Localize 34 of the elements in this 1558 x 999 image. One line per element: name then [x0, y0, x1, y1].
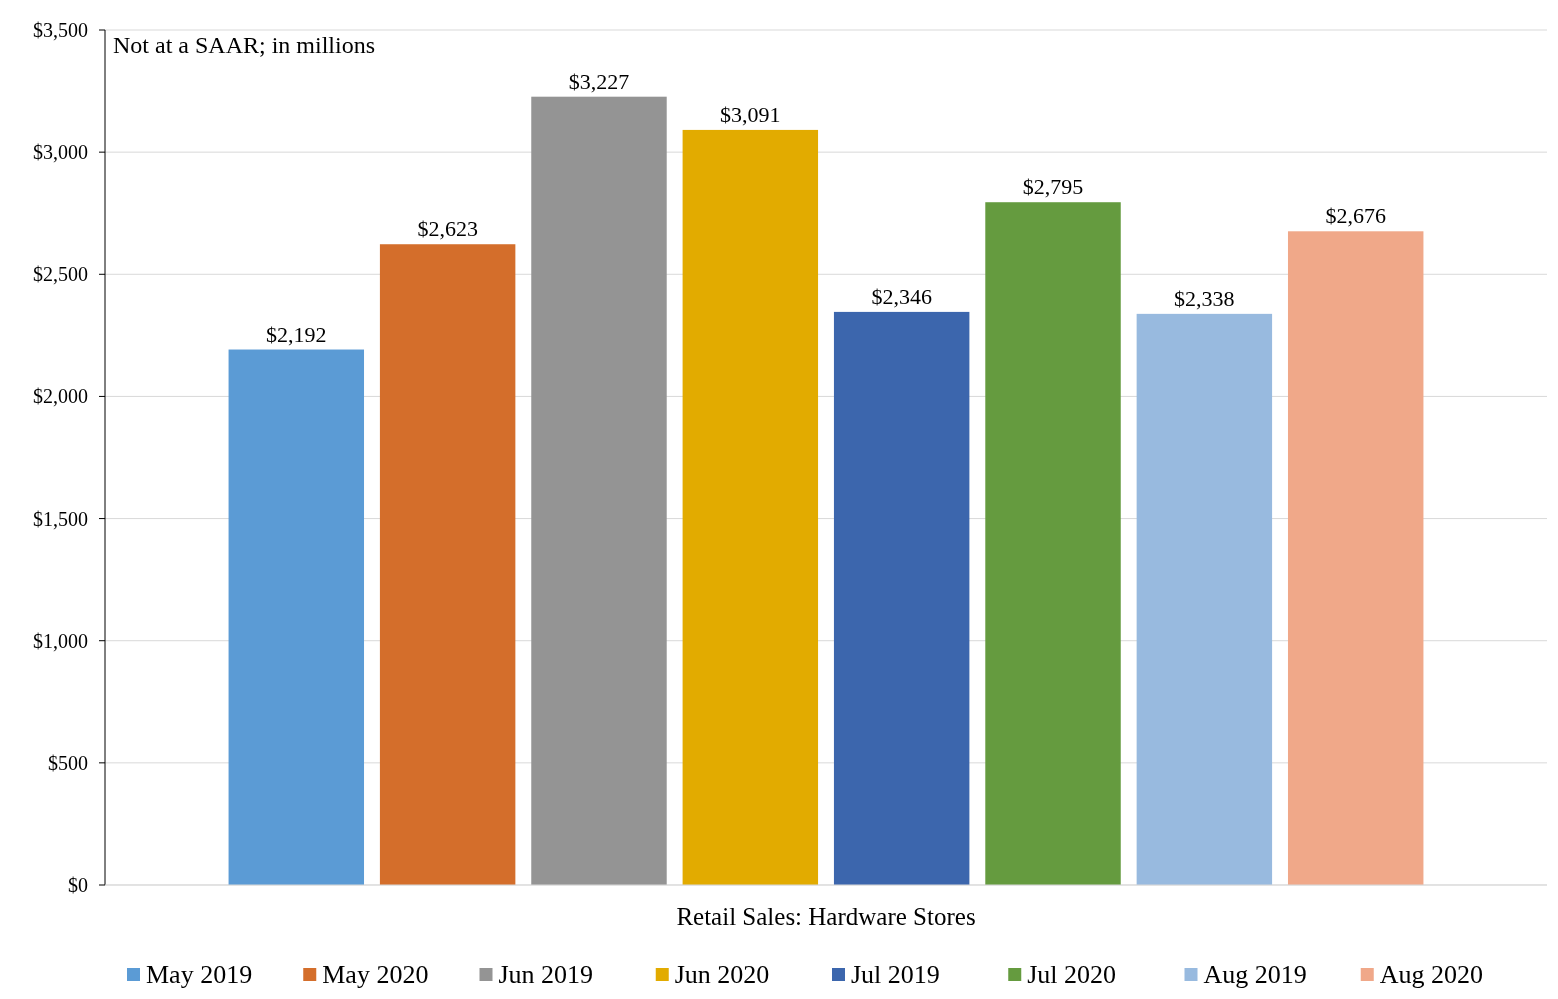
legend-label: Jun 2019: [498, 960, 594, 989]
bar: [682, 129, 819, 885]
y-tick-label: $0: [68, 874, 88, 896]
data-label: $2,795: [1022, 174, 1084, 200]
y-tick-label: $1,000: [33, 629, 88, 652]
legend-label: Jun 2020: [674, 960, 770, 989]
legend-label: Jul 2019: [851, 960, 940, 989]
legend-label: May 2019: [146, 960, 253, 989]
bar: [1287, 231, 1424, 885]
legend-label: May 2020: [322, 960, 429, 989]
annotation: Not at a SAAR; in millions: [113, 32, 376, 58]
bar: [379, 244, 516, 885]
data-label: $2,346: [871, 283, 932, 309]
legend-label: Jul 2020: [1027, 960, 1117, 989]
data-label: $2,338: [1174, 285, 1235, 311]
y-tick-label: $1,500: [33, 507, 88, 530]
data-label: $3,227: [568, 68, 630, 94]
y-tick-label: $500: [48, 751, 88, 774]
x-tick-label: Retail Sales: Hardware Stores: [676, 903, 976, 930]
y-tick-label: $3,500: [33, 19, 88, 41]
bar: [1136, 313, 1273, 885]
y-tick-label: $2,000: [33, 385, 88, 408]
legend-label: Aug 2019: [1203, 960, 1307, 989]
data-label: $2,623: [417, 216, 478, 242]
legend-label: Aug 2020: [1379, 960, 1484, 989]
data-label: $2,676: [1325, 203, 1386, 229]
data-label: $3,091: [720, 101, 781, 127]
bar: [531, 96, 667, 885]
bar: [228, 349, 365, 885]
y-tick-label: $2,500: [33, 263, 88, 286]
bar: [833, 311, 970, 885]
bar: [985, 202, 1121, 885]
data-label: $2,192: [266, 321, 327, 347]
y-tick-label: $3,000: [33, 141, 88, 164]
